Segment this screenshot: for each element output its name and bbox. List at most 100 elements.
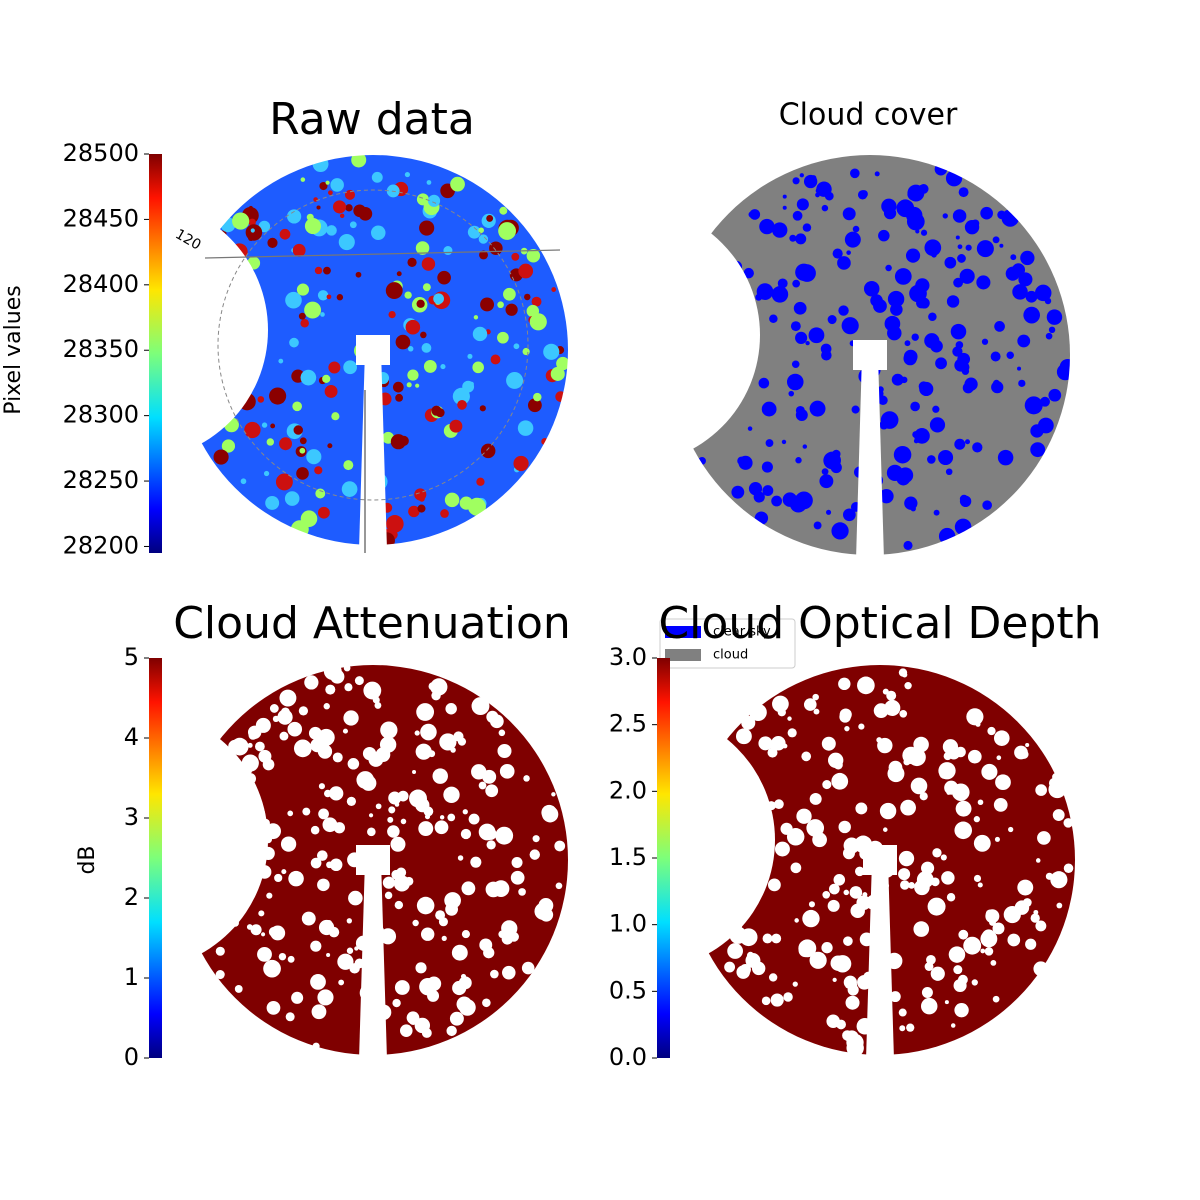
image-blob xyxy=(743,267,754,279)
image-blob xyxy=(460,828,472,840)
image-blob xyxy=(973,874,982,882)
image-blob xyxy=(725,337,736,347)
image-blob xyxy=(786,373,804,391)
image-blob xyxy=(300,177,306,182)
image-blob xyxy=(517,420,534,436)
image-blob xyxy=(317,506,330,519)
image-blob xyxy=(428,682,437,691)
image-blob xyxy=(407,346,414,352)
colorbar xyxy=(149,658,162,1058)
image-blob xyxy=(799,173,804,178)
image-blob xyxy=(844,848,853,857)
image-blob xyxy=(735,263,740,268)
image-blob xyxy=(987,726,996,736)
image-blob xyxy=(379,736,397,753)
image-blob xyxy=(213,449,229,465)
image-blob xyxy=(709,825,716,831)
image-blob xyxy=(980,206,993,220)
image-blob xyxy=(390,836,406,852)
image-blob xyxy=(480,443,496,459)
image-blob xyxy=(900,880,910,890)
image-blob xyxy=(367,827,376,837)
image-blob xyxy=(928,312,937,322)
image-blob xyxy=(300,369,317,386)
image-blob xyxy=(942,739,959,755)
image-blob xyxy=(452,387,470,405)
image-blob xyxy=(837,256,851,270)
image-blob xyxy=(908,882,915,889)
image-blob xyxy=(346,947,354,954)
image-blob xyxy=(904,682,912,690)
image-blob xyxy=(551,792,556,797)
image-blob xyxy=(529,313,547,331)
image-blob xyxy=(1017,366,1022,371)
image-blob xyxy=(485,784,499,798)
image-blob xyxy=(269,704,279,713)
image-blob xyxy=(955,746,966,758)
image-blob xyxy=(808,901,815,908)
image-blob xyxy=(883,882,890,889)
image-blob xyxy=(457,400,467,410)
image-blob xyxy=(790,862,802,874)
image-blob xyxy=(795,457,802,464)
image-blob xyxy=(346,796,357,807)
image-blob xyxy=(802,223,812,232)
image-blob xyxy=(844,725,850,732)
image-blob xyxy=(777,278,788,289)
image-blob xyxy=(287,955,295,963)
image-blob xyxy=(927,455,936,464)
image-blob xyxy=(850,903,865,919)
image-blob xyxy=(1023,306,1041,324)
image-blob xyxy=(1030,424,1044,438)
image-blob xyxy=(772,222,788,238)
image-blob xyxy=(959,268,975,284)
image-blob xyxy=(344,189,356,200)
image-blob xyxy=(952,346,963,357)
image-blob xyxy=(946,893,956,902)
image-blob xyxy=(683,851,695,862)
image-blob xyxy=(940,854,947,861)
image-blob xyxy=(412,919,419,927)
image-blob xyxy=(899,1025,906,1032)
image-blob xyxy=(555,882,563,890)
image-blob xyxy=(954,438,966,450)
image-blob xyxy=(319,181,328,191)
image-blob xyxy=(1020,250,1035,266)
image-blob xyxy=(467,225,481,239)
image-blob xyxy=(387,816,394,823)
image-blob xyxy=(311,1004,327,1020)
image-blob xyxy=(191,288,209,305)
image-blob xyxy=(232,803,246,817)
sky-image xyxy=(176,662,568,1055)
image-blob xyxy=(1017,334,1031,348)
image-blob xyxy=(741,790,748,796)
image-blob xyxy=(1001,209,1019,227)
image-blob xyxy=(375,1004,392,1021)
image-blob xyxy=(736,317,755,335)
image-blob xyxy=(780,822,793,835)
image-blob xyxy=(471,697,490,716)
image-blob xyxy=(482,769,497,784)
image-blob xyxy=(993,730,1010,746)
sky-image xyxy=(178,152,571,550)
image-blob xyxy=(250,228,255,233)
image-blob xyxy=(934,162,948,176)
image-blob xyxy=(858,368,874,384)
image-blob xyxy=(787,716,792,721)
image-blob xyxy=(416,299,425,308)
image-blob xyxy=(306,213,314,221)
image-blob xyxy=(954,821,973,840)
image-blob xyxy=(898,1008,907,1017)
image-blob xyxy=(709,336,716,343)
image-blob xyxy=(944,1000,949,1005)
image-blob xyxy=(384,891,393,900)
image-blob xyxy=(850,502,861,512)
image-blob xyxy=(326,294,332,300)
image-blob xyxy=(976,240,994,258)
image-blob xyxy=(866,894,882,910)
image-blob xyxy=(279,689,297,707)
image-blob xyxy=(1050,871,1068,889)
image-blob xyxy=(910,777,928,795)
image-blob xyxy=(224,417,239,433)
image-blob xyxy=(322,374,331,383)
